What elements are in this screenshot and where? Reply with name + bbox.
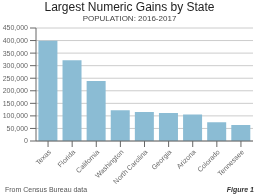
- svg-text:450,000: 450,000: [3, 24, 28, 31]
- svg-text:0: 0: [24, 137, 28, 144]
- svg-text:Arizona: Arizona: [175, 148, 197, 170]
- html-text:Largest Numeric Gains by State: Largest Numeric Gains by State: [44, 0, 215, 14]
- svg-text:California: California: [74, 148, 101, 175]
- svg-text:North Carolina: North Carolina: [112, 148, 149, 185]
- svg-text:400,000: 400,000: [3, 37, 28, 44]
- svg-text:Tennessee: Tennessee: [216, 148, 245, 177]
- svg-text:350,000: 350,000: [3, 50, 28, 57]
- svg-text:Colorado: Colorado: [196, 148, 221, 173]
- svg-text:150,000: 150,000: [3, 100, 28, 107]
- svg-text:200,000: 200,000: [3, 87, 28, 94]
- svg-text:Texas: Texas: [34, 148, 52, 166]
- svg-text:Florida: Florida: [56, 148, 76, 168]
- svg-text:50,000: 50,000: [7, 125, 29, 132]
- svg-text:Washington: Washington: [93, 148, 125, 180]
- svg-text:250,000: 250,000: [3, 75, 28, 82]
- html-text:From Census Bureau data: From Census Bureau data: [5, 186, 88, 193]
- svg-text:100,000: 100,000: [3, 112, 28, 119]
- html-text:Figure 1: Figure 1: [226, 186, 254, 193]
- svg-text:300,000: 300,000: [3, 62, 28, 69]
- svg-text:Georgia: Georgia: [150, 148, 173, 171]
- html-text:POPULATION: 2016-2017: POPULATION: 2016-2017: [82, 14, 177, 23]
